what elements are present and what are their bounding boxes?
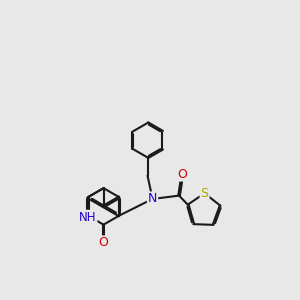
Text: S: S xyxy=(201,187,208,200)
Text: NH: NH xyxy=(79,211,97,224)
Text: O: O xyxy=(99,236,109,249)
Text: N: N xyxy=(148,192,157,206)
Text: O: O xyxy=(178,168,187,181)
